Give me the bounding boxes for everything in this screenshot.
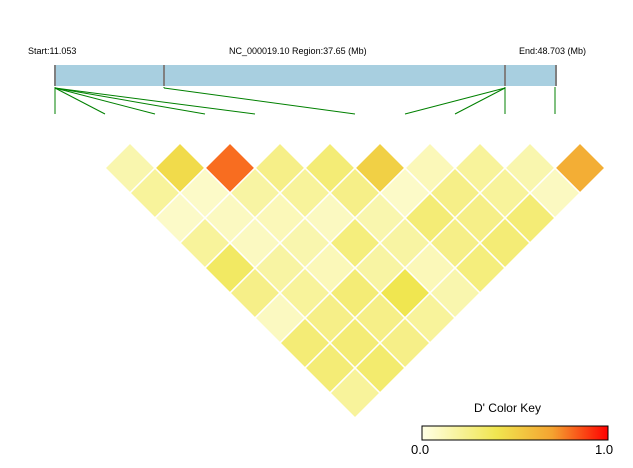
region-track: [54, 65, 557, 86]
end-label: End:48.703 (Mb): [519, 46, 587, 56]
color-key-min-label: 0.0: [411, 442, 430, 457]
color-key-max-label: 1.0: [595, 442, 614, 457]
color-key-gradient: [421, 425, 609, 441]
ld-heatmap: [103, 141, 607, 420]
color-key-title: D' Color Key: [474, 401, 541, 415]
region-label: NC_000019.10 Region:37.65 (Mb): [229, 46, 367, 56]
color-key-bar: [421, 425, 609, 441]
ld-cell-9-0: [328, 366, 382, 420]
snp-line-6: [404, 87, 506, 115]
track-bar: [55, 65, 556, 86]
start-label: Start:11.053: [28, 46, 77, 56]
snp-marker-lines: [54, 87, 556, 115]
snp-line-3: [54, 87, 206, 115]
snp-line-4: [54, 87, 256, 115]
snp-line-1: [54, 87, 106, 115]
snp-line-2: [54, 87, 156, 115]
snp-line-5: [163, 87, 356, 115]
snp-line-7: [454, 87, 506, 115]
